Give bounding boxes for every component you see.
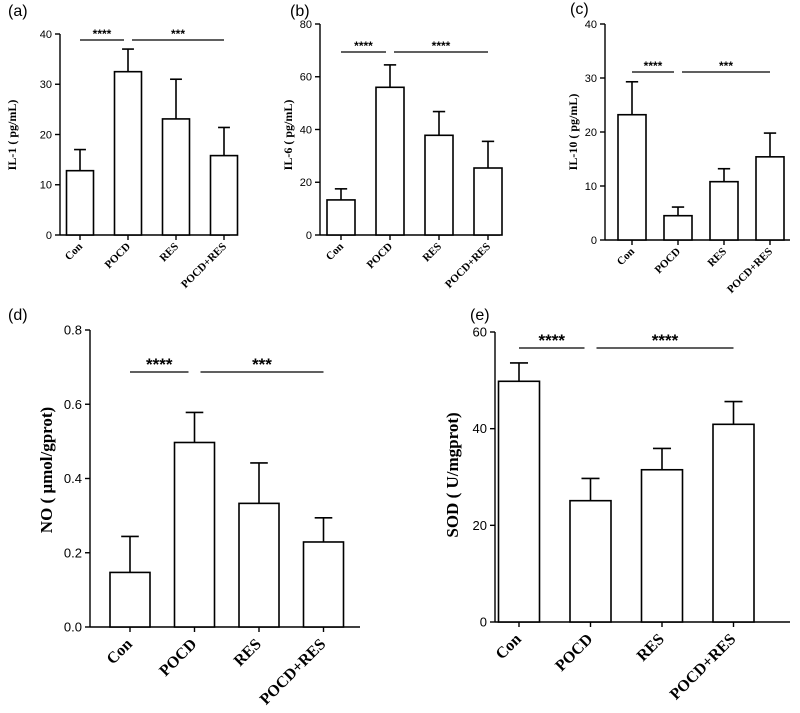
x-tick-label: Con bbox=[104, 636, 136, 668]
y-tick-label: 0 bbox=[591, 235, 597, 247]
significance-label: **** bbox=[93, 27, 112, 41]
bar bbox=[424, 134, 454, 236]
x-tick-label: RES bbox=[634, 631, 668, 665]
y-tick-label: 30 bbox=[585, 73, 597, 85]
bar bbox=[173, 441, 216, 628]
x-tick-label: POCD bbox=[103, 241, 134, 272]
y-tick-label: 0.2 bbox=[64, 545, 82, 560]
bar bbox=[497, 380, 541, 623]
bar bbox=[326, 199, 356, 236]
y-tick-label: 0.6 bbox=[64, 397, 82, 412]
bar bbox=[709, 180, 739, 241]
y-tick-label: 0.4 bbox=[64, 471, 82, 486]
significance-label: **** bbox=[652, 331, 679, 350]
y-tick-label: 40 bbox=[300, 124, 312, 136]
bar bbox=[375, 86, 405, 236]
bar bbox=[617, 113, 647, 241]
significance-label: *** bbox=[171, 27, 185, 41]
panel-label: (e) bbox=[470, 307, 490, 324]
significance-label: **** bbox=[146, 355, 173, 374]
y-tick-label: 0.0 bbox=[64, 620, 82, 635]
y-tick-label: 30 bbox=[40, 79, 52, 91]
x-tick-label: RES bbox=[157, 241, 181, 265]
bar bbox=[238, 502, 280, 628]
bar bbox=[302, 541, 345, 628]
x-tick-label: POCD bbox=[365, 241, 396, 272]
y-tick-label: 20 bbox=[473, 518, 487, 533]
y-tick-label: 40 bbox=[585, 19, 597, 31]
x-tick-label: RES bbox=[420, 241, 444, 265]
bar bbox=[712, 423, 755, 623]
chart-panel: (c) 0 10 20 30 40 IL-10 ( pg/mL) Con POCD RESPOCD… bbox=[566, 1, 790, 296]
y-axis-label: IL-1 ( pg/mL) bbox=[5, 100, 19, 171]
bar bbox=[569, 499, 612, 623]
x-tick-label: POCD+RES bbox=[257, 636, 330, 709]
chart-panel: (d) 0.0 0.2 0.4 0.6 0.8 NO ( μmol/gprot) Con POC… bbox=[8, 307, 360, 708]
bar bbox=[640, 468, 684, 623]
x-tick-label: Con bbox=[615, 246, 637, 268]
y-axis-label: SOD ( U/mgprot) bbox=[443, 412, 462, 537]
y-tick-label: 40 bbox=[473, 421, 487, 436]
y-tick-label: 60 bbox=[473, 325, 487, 340]
bar bbox=[755, 156, 785, 241]
x-tick-label: POCD bbox=[653, 246, 684, 277]
panel-label: (d) bbox=[8, 307, 28, 324]
x-tick-label: RES bbox=[231, 636, 265, 670]
bar bbox=[473, 167, 503, 236]
y-tick-label: 10 bbox=[40, 180, 52, 192]
x-tick-label: POCD+RES bbox=[443, 241, 493, 291]
x-tick-label: Con bbox=[63, 241, 85, 263]
significance-label: **** bbox=[354, 39, 373, 53]
chart-panel: (e) 0 20 40 60 SOD ( U/mgprot) Con POCD RESPOCD+… bbox=[443, 307, 790, 703]
bar bbox=[109, 571, 151, 628]
significance-label: **** bbox=[644, 59, 663, 73]
x-tick-label: Con bbox=[324, 241, 346, 263]
y-tick-label: 80 bbox=[300, 19, 312, 31]
y-tick-label: 0 bbox=[306, 230, 312, 242]
y-tick-label: 20 bbox=[40, 129, 52, 141]
x-tick-label: Con bbox=[493, 631, 525, 663]
x-tick-label: POCD bbox=[156, 636, 200, 680]
bar bbox=[161, 118, 191, 236]
x-tick-label: POCD+RES bbox=[667, 631, 740, 704]
y-tick-label: 60 bbox=[300, 72, 312, 84]
y-axis-label: NO ( μmol/gprot) bbox=[37, 407, 56, 533]
y-tick-label: 0.8 bbox=[64, 323, 82, 338]
significance-label: **** bbox=[432, 39, 451, 53]
x-tick-label: POCD+RES bbox=[725, 246, 775, 296]
y-tick-label: 20 bbox=[585, 127, 597, 139]
y-tick-label: 10 bbox=[585, 181, 597, 193]
x-tick-label: RES bbox=[705, 246, 729, 270]
chart-panel: (a) 0 10 20 30 40 IL-1 ( pg/mL) Con POCD RESPOCD+… bbox=[5, 3, 239, 291]
significance-label: **** bbox=[539, 331, 566, 350]
y-tick-label: 0 bbox=[480, 615, 487, 630]
bar bbox=[663, 214, 693, 241]
panel-label: (c) bbox=[570, 1, 589, 18]
bar bbox=[209, 154, 239, 236]
y-tick-label: 40 bbox=[40, 29, 52, 41]
y-tick-label: 0 bbox=[46, 230, 52, 242]
significance-label: *** bbox=[252, 355, 272, 374]
panel-label: (a) bbox=[8, 3, 28, 20]
x-tick-label: POCD bbox=[552, 631, 596, 675]
bar bbox=[113, 70, 143, 236]
y-tick-label: 20 bbox=[300, 177, 312, 189]
y-axis-label: IL-6 ( pg/mL) bbox=[281, 100, 295, 171]
y-axis-label: IL-10 ( pg/mL) bbox=[566, 94, 580, 171]
bar bbox=[65, 169, 95, 236]
significance-label: *** bbox=[719, 59, 733, 73]
panel-label: (b) bbox=[290, 3, 310, 20]
chart-panel: (b) 0 20 40 60 80 IL-6 ( pg/mL) Con POCD RESPOCD+… bbox=[281, 3, 503, 291]
x-tick-label: POCD+RES bbox=[179, 241, 229, 291]
